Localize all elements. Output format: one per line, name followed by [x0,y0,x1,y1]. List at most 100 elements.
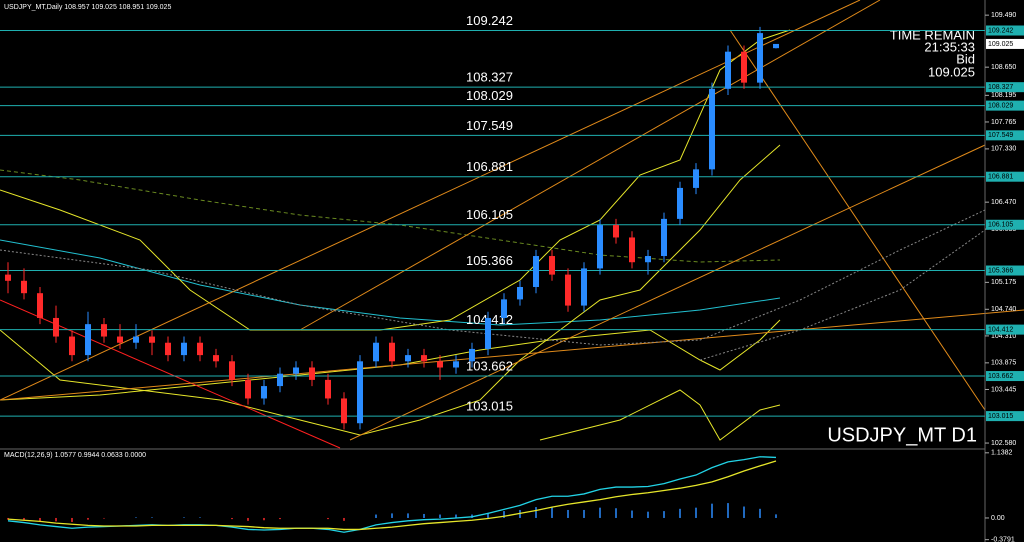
y-tick-label: 103.445 [991,386,1016,393]
trend-line [729,29,986,411]
cloud-edge [699,229,986,361]
candle-body [229,361,235,380]
candle-body [341,398,347,424]
y-tick-label: 105.175 [991,279,1016,286]
band-slow [0,319,781,401]
candle-body [101,324,107,337]
y-tick-label: 108.195 [991,92,1016,99]
candle-body [565,274,571,306]
candle-body [325,379,331,399]
candle-body [677,187,683,219]
bid-tag-label: 109.025 [988,41,1013,48]
candle-body [709,88,715,170]
candle-body [469,348,475,362]
candle-body [725,51,731,89]
candle-body [149,336,155,343]
candle-body [133,336,139,343]
level-tag-label: 108.327 [988,84,1013,91]
time-remain-label: TIME REMAIN [890,27,975,42]
candle-body [629,237,635,263]
level-label: 108.327 [466,70,513,85]
candle-body [645,256,651,263]
y-tick-label: 107.765 [991,119,1016,126]
trend-line [0,309,1024,401]
y-tick-label: 104.310 [991,333,1016,340]
trend-line [349,144,986,441]
candle-body [421,355,427,362]
level-label: 109.242 [466,13,513,28]
level-tag-label: 103.015 [988,413,1013,420]
level-label: 103.662 [466,358,513,373]
y-tick-label: -0.3791 [991,537,1015,542]
level-tag [986,371,1024,382]
level-tag [986,411,1024,422]
candle-body [245,379,251,399]
level-tag-label: 108.029 [988,102,1013,109]
candle-body [181,342,187,356]
candle-body [53,317,59,337]
candle-body [309,367,315,380]
level-tag [986,25,1024,36]
candle-body [389,342,395,362]
band-upper [0,29,791,331]
y-tick-label: 106.470 [991,199,1016,206]
candle-body [373,342,379,362]
candle-body [693,169,699,188]
candle-body [549,256,555,275]
y-tick-label: 104.740 [991,306,1016,313]
candle-body [405,355,411,362]
level-label: 103.015 [466,399,513,414]
candle-body [85,324,91,356]
macd-signal [7,460,777,531]
level-label: 106.881 [466,159,513,174]
symbol-label: USDJPY_MT D1 [827,424,977,446]
time-remain: 21:35:33 [924,39,975,54]
candle-body [165,342,171,356]
indicators [0,0,1024,449]
level-tag [986,171,1024,182]
candle-body [757,33,763,83]
level-tag [986,82,1024,93]
level-tag-label: 107.549 [988,132,1013,139]
y-tick-label: 1.1382 [991,450,1013,457]
level-tag [986,130,1024,141]
level-tag [986,219,1024,230]
ma-mid [0,239,781,326]
candle-body [21,280,27,294]
y-tick-label: 102.580 [991,440,1016,447]
level-label: 108.029 [466,88,513,103]
trend-line [0,0,861,401]
candle-body [5,274,11,281]
candle-body [501,299,507,318]
ma-long [0,169,781,263]
y-tick-label: 109.490 [991,12,1016,19]
level-tag-label: 106.105 [988,222,1013,229]
macd-label: MACD(12,26,9) 1.0577 0.9944 0.0633 0.000… [4,452,146,459]
candle-body [485,317,491,349]
y-tick-label: 0.00 [991,515,1005,522]
bid-tag [986,38,1024,49]
candle-body [357,361,363,424]
level-tag-label: 109.242 [988,27,1013,34]
level-label: 107.549 [466,118,513,133]
candle-body [741,51,747,83]
y-tick-label: 103.875 [991,360,1016,367]
candle-body [117,336,123,343]
candle-body [597,225,603,269]
level-label: 106.105 [466,207,513,222]
level-tag-label: 104.412 [988,326,1013,333]
cloud-edge [0,209,986,346]
bid-label: Bid [956,51,975,66]
candle-body [261,386,267,399]
candle-body [213,355,219,362]
candle-body [277,373,283,387]
level-tag [986,100,1024,111]
candle-body [613,225,619,238]
candle-body [197,342,203,356]
bid: 109.025 [928,64,975,79]
level-tag-label: 105.366 [988,267,1013,274]
level-tag [986,324,1024,335]
candle-body [517,286,523,300]
level-tag [986,265,1024,276]
y-tick-label: 107.330 [991,146,1016,153]
